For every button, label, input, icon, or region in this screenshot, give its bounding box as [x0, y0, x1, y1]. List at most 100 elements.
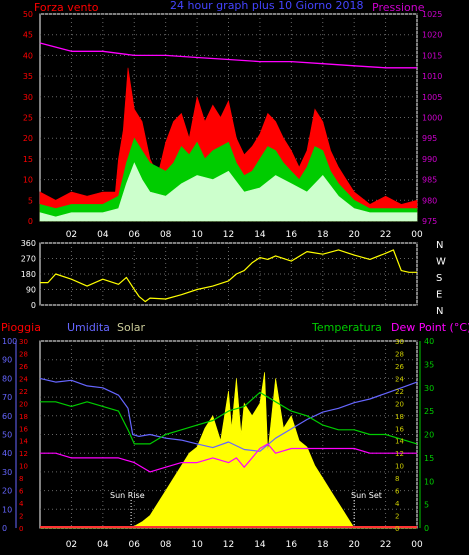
wind-y-tick-label: 45: [23, 31, 33, 40]
solar-y-tick-label: 4: [395, 500, 400, 508]
wind-y-tick-label: 40: [23, 51, 33, 60]
pressure-y-tick-label: 1020: [422, 31, 442, 40]
wind-x-tick-label: 22: [380, 230, 391, 240]
temperature-y-tick-label: 5: [424, 501, 429, 510]
pressure-y-tick-label: 1015: [422, 51, 442, 60]
humidity-y-tick-label: 80: [2, 374, 12, 383]
compass-label: N: [436, 306, 443, 317]
pressure-y-tick-label: 985: [422, 176, 437, 185]
wind-y-tick-label: 25: [23, 114, 33, 123]
solar-y-tick-label: 6: [395, 488, 400, 496]
humidity-y-tick-label: 30: [2, 468, 12, 477]
climate-x-tick-label: 18: [317, 540, 329, 550]
chart-title: 24 hour graph plus 10 Giorno 2018: [170, 0, 363, 12]
direction-y-tick-label: 90: [26, 286, 36, 295]
humidity-y-tick-label: 50: [2, 431, 12, 440]
pressure-y-tick-label: 1005: [422, 93, 442, 102]
wind-y-tick-label: 35: [23, 72, 33, 81]
wind-direction-line: [40, 249, 417, 303]
temperature-y-tick-label: 30: [424, 384, 434, 393]
wind-x-tick-label: 12: [223, 230, 234, 240]
rain-y-tick-label: 20: [19, 400, 28, 408]
rain-y-tick-label: 26: [19, 363, 28, 371]
wind-y-tick-label: 20: [23, 134, 33, 143]
solar-y-tick-label: 12: [395, 450, 404, 458]
dewpoint-axis-title: Dew Point (°C): [391, 321, 469, 334]
wind-y-tick-label: 10: [23, 176, 33, 185]
wind-y-tick-label: 0: [28, 217, 33, 226]
solar-y-tick-label: 24: [395, 375, 404, 383]
wind-y-tick-label: 50: [23, 10, 33, 19]
solar-y-tick-label: 2: [395, 513, 399, 521]
humidity-axis-title: Umidita: [67, 321, 110, 334]
rain-y-tick-label: 30: [19, 338, 28, 346]
pressure-y-tick-label: 990: [422, 155, 437, 164]
humidity-y-tick-label: 10: [2, 505, 12, 514]
sunrise-annotation: Sun Rise: [110, 491, 145, 500]
climate-x-tick-label: 14: [254, 540, 266, 550]
wind-pressure-panel: 0510152025303540455097598098599099510001…: [23, 0, 443, 240]
temperature-y-tick-label: 0: [424, 524, 429, 533]
climate-x-tick-label: 00: [411, 540, 423, 550]
climate-x-tick-label: 20: [348, 540, 360, 550]
compass-label: W: [436, 257, 446, 268]
pressure-y-tick-label: 975: [422, 217, 437, 226]
pressure-y-tick-label: 980: [422, 196, 437, 205]
pressure-axis-title: Pressione: [372, 1, 425, 14]
wind-x-tick-label: 18: [317, 230, 329, 240]
rain-y-tick-label: 12: [19, 450, 28, 458]
wind-axis-labels: 0510152025303540455097598098599099510001…: [23, 10, 443, 240]
climate-x-tick-label: 10: [191, 540, 203, 550]
solar-area: [40, 372, 417, 529]
pressure-line: [39, 42, 417, 69]
dewpoint-line: [40, 443, 417, 473]
humidity-y-tick-label: 20: [2, 487, 12, 496]
solar-y-tick-label: 26: [395, 363, 404, 371]
compass-label: N: [436, 240, 443, 251]
rain-y-tick-label: 16: [19, 425, 28, 433]
rain-y-tick-label: 2: [19, 513, 23, 521]
climate-x-tick-label: 08: [160, 540, 172, 550]
rain-y-tick-label: 6: [19, 488, 24, 496]
climate-x-tick-label: 16: [286, 540, 298, 550]
climate-panel: 1009080706050403020100302826242220181614…: [1, 321, 469, 550]
compass-label: S: [436, 273, 442, 284]
rain-y-tick-label: 22: [19, 388, 28, 396]
temperature-y-tick-label: 10: [424, 477, 434, 486]
climate-x-tick-label: 12: [223, 540, 234, 550]
temperature-y-tick-label: 40: [424, 337, 434, 346]
humidity-y-tick-label: 90: [2, 356, 12, 365]
climate-axis-labels: 1009080706050403020100302826242220181614…: [2, 337, 434, 550]
rain-y-tick-label: 14: [19, 438, 28, 446]
rain-y-tick-label: 4: [19, 500, 24, 508]
temperature-y-tick-label: 35: [424, 360, 434, 369]
rain-y-tick-label: 18: [19, 413, 28, 421]
solar-y-tick-label: 8: [395, 475, 399, 483]
direction-y-tick-label: 0: [31, 301, 36, 310]
sunset-annotation: Sun Set: [351, 491, 382, 500]
rain-y-tick-label: 0: [19, 525, 23, 533]
pressure-y-tick-label: 1010: [422, 72, 442, 81]
wind-x-tick-label: 06: [129, 230, 141, 240]
wind-x-tick-label: 00: [411, 230, 423, 240]
wind-x-tick-label: 08: [160, 230, 172, 240]
pressure-y-tick-label: 995: [422, 134, 437, 143]
temperature-line: [40, 391, 418, 445]
solar-y-tick-label: 28: [395, 350, 404, 358]
temperature-axis-title: Temperatura: [311, 321, 382, 334]
humidity-y-tick-label: 70: [2, 393, 12, 402]
climate-x-tick-label: 04: [97, 540, 109, 550]
wind-series: [39, 42, 418, 222]
direction-y-tick-label: 360: [21, 239, 36, 248]
wind-x-tick-label: 16: [286, 230, 298, 240]
direction-y-tick-label: 270: [21, 255, 36, 264]
rain-y-tick-label: 10: [19, 463, 28, 471]
pressure-y-tick-label: 1025: [422, 10, 442, 19]
wind-y-tick-label: 5: [28, 196, 33, 205]
compass-label: E: [436, 290, 442, 301]
humidity-line: [39, 377, 418, 452]
temperature-y-tick-label: 15: [424, 454, 434, 463]
solar-y-tick-label: 18: [395, 413, 404, 421]
